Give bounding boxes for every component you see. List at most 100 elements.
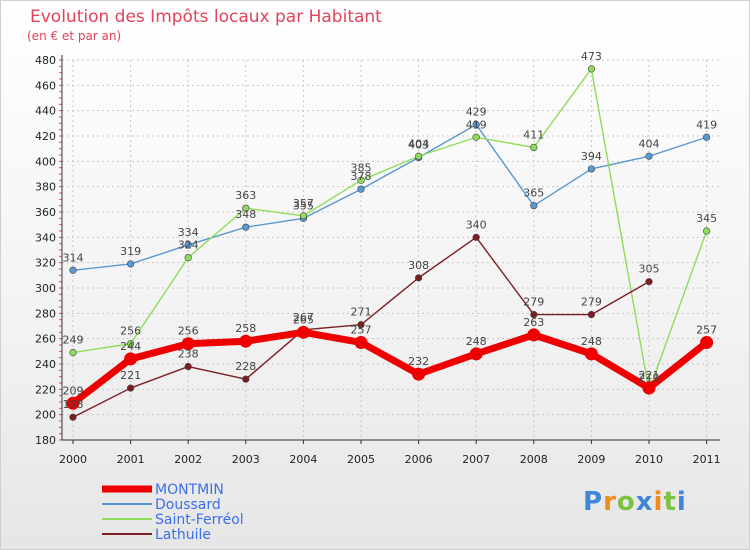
data-label: 271	[351, 306, 372, 319]
data-label: 305	[639, 263, 660, 276]
legend-label: Saint-Ferréol	[155, 512, 244, 528]
axes: 180 200 220 240 260 280 300 320 340 360 380 400 420 4…	[35, 54, 721, 466]
y-tick-label: 220	[35, 383, 56, 396]
data-label: 404	[408, 137, 429, 150]
data-label: 411	[523, 128, 544, 141]
data-label: 249	[63, 334, 84, 347]
x-tick-label: 2003	[232, 453, 260, 466]
series-lathuile	[69, 233, 653, 421]
data-label: 219	[639, 372, 660, 385]
x-tick-label: 2005	[347, 453, 375, 466]
y-tick-label: 200	[35, 409, 56, 422]
data-label: 357	[293, 197, 314, 210]
data-labels: 314 319 334 348 355 378 403 429 365 394 404 419 249 2…	[63, 50, 718, 411]
data-point	[127, 260, 135, 268]
data-label: 394	[581, 150, 602, 163]
data-label: 228	[235, 360, 256, 373]
y-tick-label: 480	[35, 54, 56, 67]
data-point	[702, 227, 711, 235]
data-point	[124, 352, 138, 366]
data-label: 232	[408, 355, 429, 368]
series-line	[69, 328, 711, 407]
x-tick-label: 2008	[520, 453, 548, 466]
y-tick-label: 360	[35, 206, 56, 219]
data-point	[587, 65, 596, 73]
data-point	[299, 212, 308, 220]
data-label: 473	[581, 50, 602, 63]
data-point	[66, 396, 80, 410]
data-point	[645, 152, 653, 160]
data-label: 334	[178, 226, 199, 239]
data-label: 340	[466, 218, 487, 231]
data-point	[242, 375, 250, 383]
series-doussard	[69, 120, 711, 274]
data-point	[469, 347, 483, 361]
data-label: 248	[581, 335, 602, 348]
x-tick-label: 2001	[117, 453, 145, 466]
data-point	[700, 335, 714, 349]
data-point	[184, 254, 192, 262]
data-point	[69, 349, 77, 357]
data-label: 404	[639, 137, 660, 150]
legend-label: Doussard	[155, 497, 221, 513]
data-point	[702, 133, 711, 141]
data-label: 209	[63, 384, 84, 397]
grid	[62, 59, 720, 441]
data-point	[127, 384, 135, 392]
y-tick-label: 460	[35, 79, 56, 92]
logo-letter: i	[653, 487, 664, 517]
data-point	[530, 143, 538, 151]
data-point	[184, 362, 192, 371]
series-line	[72, 68, 708, 392]
data-point	[587, 165, 596, 173]
data-label: 319	[120, 245, 141, 258]
data-label: 314	[63, 251, 84, 264]
chart-subtitle: (en € et par an)	[27, 29, 121, 43]
data-point	[527, 328, 541, 342]
data-point	[415, 274, 423, 282]
y-tick-label: 440	[35, 105, 56, 118]
data-point	[127, 340, 135, 348]
data-point	[472, 133, 480, 141]
logo-letter: t	[663, 487, 677, 517]
data-point	[242, 223, 250, 231]
data-label: 238	[178, 348, 199, 361]
data-label: 265	[293, 313, 314, 326]
x-tick-label: 2000	[59, 453, 87, 466]
data-point	[530, 202, 538, 210]
data-point	[584, 347, 598, 361]
data-point	[242, 204, 250, 212]
logo-letter: P	[583, 487, 604, 517]
data-label: 221	[639, 369, 660, 382]
y-tick-label: 420	[35, 130, 56, 143]
data-label: 419	[696, 118, 717, 131]
data-point	[645, 278, 653, 286]
data-label: 248	[466, 335, 487, 348]
y-tick-label: 260	[35, 333, 56, 346]
data-point	[357, 185, 365, 193]
y-tick-label: 340	[35, 231, 56, 244]
data-point	[472, 233, 480, 241]
y-tick-label: 320	[35, 257, 56, 270]
data-point	[239, 334, 253, 348]
data-point	[181, 337, 195, 351]
y-tick-label: 180	[35, 434, 56, 447]
data-label: 363	[235, 189, 256, 202]
series-line	[72, 123, 708, 271]
data-label: 348	[235, 208, 256, 221]
data-point	[530, 311, 538, 319]
data-label: 419	[466, 118, 487, 131]
logo-letter: i	[676, 487, 687, 517]
x-tick-label: 2007	[462, 453, 490, 466]
data-label: 257	[696, 323, 717, 336]
x-tick-label: 2010	[635, 453, 663, 466]
logo-letter: x	[635, 487, 654, 517]
data-label: 385	[351, 161, 372, 174]
y-tick-label: 380	[35, 181, 56, 194]
y-tick-label: 400	[35, 155, 56, 168]
x-tick-label: 2004	[289, 453, 317, 466]
data-label: 267	[293, 311, 314, 324]
data-point	[415, 152, 423, 160]
